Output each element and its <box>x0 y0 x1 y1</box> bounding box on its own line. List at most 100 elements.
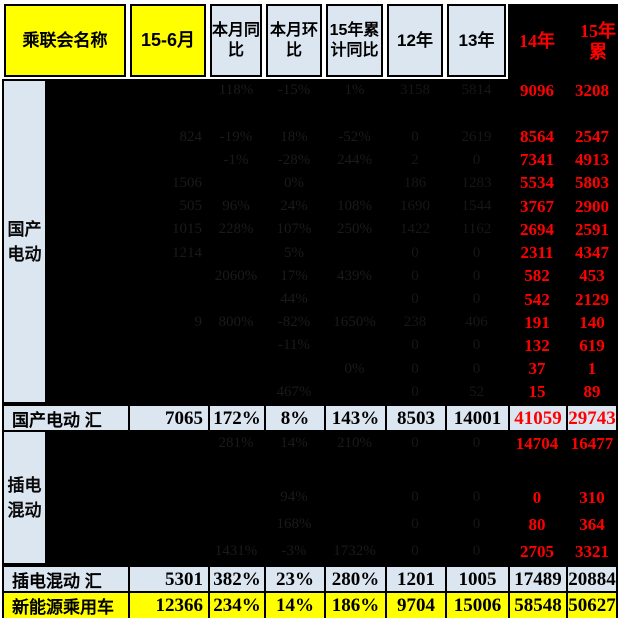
data-cell: 244% <box>337 151 372 168</box>
data-cell: 0 <box>411 435 419 451</box>
category-strip-label: 混动 <box>7 500 42 520</box>
data-cell: 467% <box>276 383 312 400</box>
data-cell: 18% <box>280 128 308 145</box>
summary-row-plugin-hybrid: 插电混动 汇 5301 382% 23% 280% 1201 1005 17489 20884 <box>2 565 618 594</box>
data-cell: 228% <box>218 221 254 238</box>
data-cell: 824 <box>179 128 203 145</box>
data-cell: 453 <box>579 266 605 286</box>
data-cell: 2619 <box>461 128 492 145</box>
data-cell: 310 <box>579 487 605 507</box>
category-strip-label: 插电 <box>7 475 42 495</box>
summary-cell: 20884 <box>566 565 618 594</box>
data-cell: 0 <box>472 337 481 354</box>
data-cell: 0 <box>411 516 419 532</box>
data-cell: -3% <box>281 543 307 559</box>
data-cell: 0 <box>411 244 419 261</box>
summary-cell: 58548 <box>508 591 566 618</box>
summary-cell: 234% <box>208 591 264 618</box>
data-cell: 3321 <box>575 541 609 561</box>
col-header-month: 15-6月 <box>130 4 206 77</box>
summary-cell: 15006 <box>445 591 508 618</box>
category-strip: 插电 混动 <box>2 430 47 565</box>
data-cell: 0 <box>411 489 419 505</box>
summary-cell: 14% <box>264 591 324 618</box>
data-cell: -52% <box>338 128 371 145</box>
data-cell: 4913 <box>575 150 609 170</box>
summary-cell: 172% <box>208 404 264 433</box>
data-cell: 800% <box>218 314 254 331</box>
data-cell: 3767 <box>520 196 554 216</box>
summary-cell: 12366 <box>128 591 208 618</box>
summary-cell: 1201 <box>385 565 445 594</box>
data-cell: 168% <box>276 516 312 532</box>
data-cell: 1162 <box>461 221 492 238</box>
section-domestic-ev: 国产 电动 118% -15% 1% 3158 5814 9096 3208 824 -19% 18%… <box>2 79 618 404</box>
data-cell: 0 <box>411 383 419 400</box>
data-cell: 7341 <box>520 150 554 170</box>
data-cell: 4347 <box>575 243 609 263</box>
data-cell: 439% <box>337 267 372 284</box>
summary-cell: 50627 <box>566 591 618 618</box>
data-cell: 281% <box>218 435 254 451</box>
data-cell: 52 <box>469 383 484 400</box>
data-cell: 16477 <box>570 433 614 453</box>
data-cell: 37 <box>528 359 546 379</box>
col-header-mom: 本月环比 <box>266 4 322 77</box>
data-cell: 3158 <box>400 82 430 99</box>
summary-cell: 382% <box>208 565 264 594</box>
summary-cell: 7065 <box>128 404 208 433</box>
header-row: 乘联会名称 15-6月 本月同比 本月环比 15年累计同比 12年 13年 14… <box>2 2 618 79</box>
data-cell: 0 <box>411 543 419 559</box>
data-cell: 0 <box>472 489 481 505</box>
category-strip-label: 电动 <box>7 244 42 264</box>
col-header-y2013: 13年 <box>447 4 506 77</box>
data-cell: 542 <box>524 289 550 309</box>
summary-cell: 143% <box>324 404 385 433</box>
data-cell: 2311 <box>520 243 554 263</box>
data-cell: 0 <box>411 128 419 145</box>
data-cell: 24% <box>280 198 308 215</box>
data-cell: -11% <box>278 337 310 354</box>
data-cell: 17% <box>280 267 308 284</box>
data-cell: -1% <box>223 151 249 168</box>
summary-cell: 41059 <box>508 404 566 433</box>
data-cell: 14704 <box>515 433 559 453</box>
data-cell: 0 <box>411 360 419 377</box>
section-plugin-hybrid: 插电 混动 281% 14% 210% 0 0 14704 16477 94% 0 0 0 310 168%… <box>2 430 618 565</box>
data-cell: 2060% <box>214 267 258 284</box>
data-cell: 0 <box>411 291 419 308</box>
data-cell: -19% <box>219 128 253 145</box>
col-header-name: 乘联会名称 <box>4 4 126 77</box>
data-cell: 238 <box>403 314 427 331</box>
data-cell: 0 <box>472 516 481 532</box>
data-cell: 118% <box>218 82 254 99</box>
data-cell: 505 <box>179 198 203 215</box>
data-cell: 0 <box>472 435 481 451</box>
data-cell: 1544 <box>461 198 492 215</box>
data-cell: 1431% <box>214 543 258 559</box>
data-cell: 0 <box>472 360 481 377</box>
data-cell: 2 <box>411 151 419 168</box>
data-cell: -82% <box>277 314 311 331</box>
data-cell: 619 <box>579 335 605 355</box>
data-cell: 5% <box>284 244 304 261</box>
data-cell: 15 <box>528 382 546 402</box>
data-cell: 2900 <box>575 196 609 216</box>
col-header-y2014: 14年 <box>519 31 555 52</box>
data-cell: 2705 <box>520 541 554 561</box>
summary-cell: 14001 <box>445 404 508 433</box>
data-cell: 0 <box>411 267 419 284</box>
data-cell: 107% <box>276 221 312 238</box>
data-cell: 5803 <box>575 173 609 193</box>
data-cell: 1422 <box>400 221 430 238</box>
data-cell: 0 <box>472 151 481 168</box>
data-cell: 140 <box>579 312 605 332</box>
data-cell: 0 <box>472 244 481 261</box>
data-cell: -28% <box>277 151 311 168</box>
summary-cell: 17489 <box>508 565 566 594</box>
data-cell: 364 <box>579 514 605 534</box>
data-cell: 2547 <box>575 127 609 147</box>
total-row-nev: 新能源乘用车 12366 234% 14% 186% 9704 15006 58548 5062… <box>2 591 618 618</box>
data-cell: 96% <box>222 198 250 215</box>
